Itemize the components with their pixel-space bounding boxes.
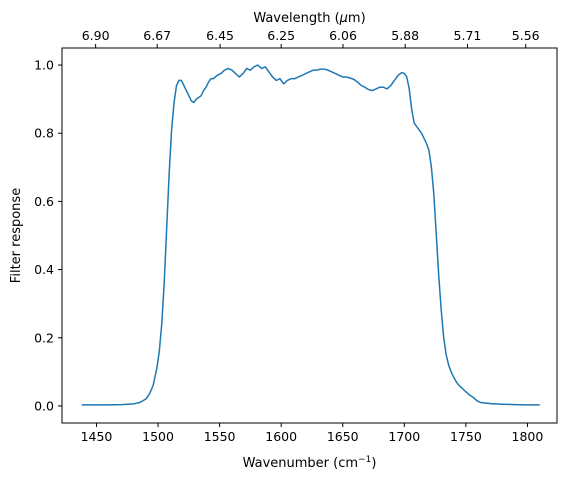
y-tick-label: 0.2 (34, 330, 54, 345)
top-axis-title: Wavelength (μm) (253, 11, 365, 26)
y-tick-label: 0.4 (34, 262, 54, 277)
x-tick-label: 1600 (265, 429, 297, 444)
series-line (81, 64, 540, 406)
y-tick-label: 0.8 (34, 126, 54, 141)
top-tick-label: 6.90 (82, 28, 110, 43)
bottom-axis: 1450 1500 1550 1600 1650 1700 1750 1800 (81, 423, 544, 444)
top-tick-label: 6.25 (267, 28, 295, 43)
x-tick-label: 1650 (327, 429, 359, 444)
top-tick-label: 6.45 (206, 28, 234, 43)
top-tick-label: 6.06 (329, 28, 357, 43)
x-tick-label: 1750 (450, 429, 482, 444)
y-tick-label: 1.0 (34, 58, 54, 73)
top-tick-label: 5.56 (512, 28, 540, 43)
top-tick-label: 6.67 (143, 28, 171, 43)
data-layer (81, 64, 540, 406)
y-axis-title: Filter response (9, 188, 24, 283)
x-tick-label: 1800 (512, 429, 544, 444)
x-tick-label: 1700 (388, 429, 420, 444)
x-tick-label: 1500 (142, 429, 174, 444)
x-axis-title: Wavenumber (cm−1) (243, 455, 377, 471)
y-tick-label: 0.6 (34, 194, 54, 209)
plot-frame (61, 47, 558, 424)
top-tick-label: 5.71 (454, 28, 482, 43)
x-tick-label: 1450 (81, 429, 113, 444)
x-tick-label: 1550 (204, 429, 236, 444)
left-axis: 0.0 0.2 0.4 0.6 0.8 1.0 (34, 58, 62, 413)
top-axis: 6.90 6.67 6.45 6.25 6.06 5.88 5.71 5.56 (82, 28, 540, 48)
y-tick-label: 0.0 (34, 398, 54, 413)
top-tick-label: 5.88 (391, 28, 419, 43)
